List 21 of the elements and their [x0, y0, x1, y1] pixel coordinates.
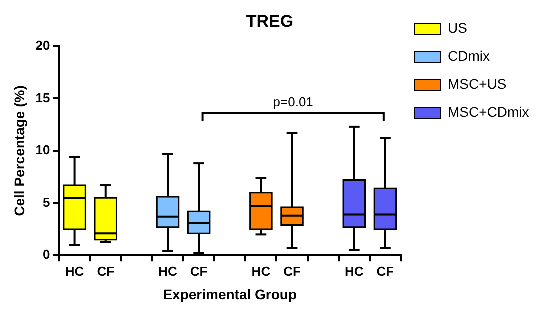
- legend-label: MSC+US: [448, 76, 507, 92]
- y-tick-label: 15: [36, 90, 50, 106]
- x-tick-label: CF: [190, 264, 208, 279]
- y-axis-title: Cell Percentage (%): [11, 86, 28, 216]
- x-tick-label: CF: [97, 264, 115, 279]
- x-tick-label: HC: [345, 264, 364, 279]
- x-tick-label: HC: [158, 264, 178, 279]
- y-tick-label: 0: [43, 247, 50, 262]
- legend-label: MSC+CDmix: [448, 104, 530, 120]
- y-tick-label: 5: [43, 194, 50, 210]
- chart-title: TREG: [246, 12, 294, 31]
- legend-label: US: [448, 20, 468, 36]
- x-tick-label: CF: [284, 264, 301, 279]
- x-tick-label: HC: [65, 264, 85, 279]
- y-tick-label: 20: [36, 38, 50, 53]
- legend-label: CDmix: [448, 48, 490, 64]
- y-tick-label: 10: [36, 142, 50, 158]
- x-tick-label: HC: [252, 264, 272, 279]
- x-tick-label: CF: [376, 264, 394, 279]
- x-axis-title: Experimental Group: [163, 286, 298, 302]
- annotation: p=0.01: [273, 94, 314, 110]
